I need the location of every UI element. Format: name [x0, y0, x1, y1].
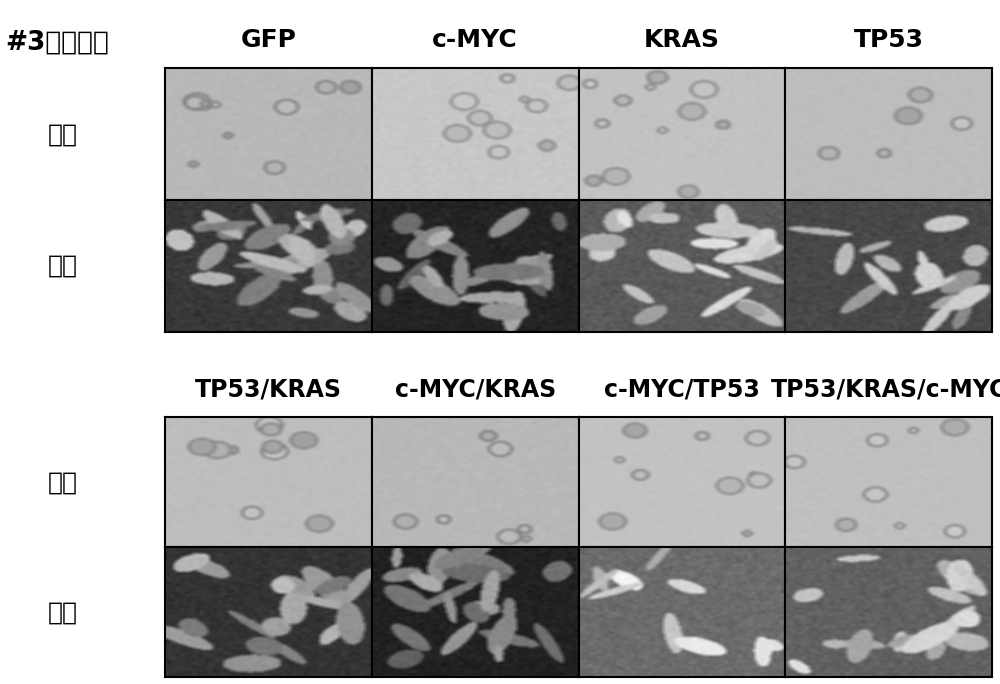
Text: GFP: GFP [240, 28, 296, 52]
Text: 荧光: 荧光 [48, 254, 78, 278]
Text: #3肥脏细胞: #3肥脏细胞 [5, 29, 109, 56]
Text: c-MYC/KRAS: c-MYC/KRAS [394, 377, 556, 401]
Text: 白光: 白光 [48, 122, 78, 146]
Text: KRAS: KRAS [644, 28, 720, 52]
Text: c-MYC: c-MYC [432, 28, 518, 52]
Text: c-MYC/TP53: c-MYC/TP53 [604, 377, 760, 401]
Text: 荧光: 荧光 [48, 600, 78, 624]
Text: 白光: 白光 [48, 470, 78, 495]
Text: TP53: TP53 [854, 28, 924, 52]
Text: TP53/KRAS/c-MYC: TP53/KRAS/c-MYC [770, 377, 1000, 401]
Text: TP53/KRAS: TP53/KRAS [195, 377, 342, 401]
